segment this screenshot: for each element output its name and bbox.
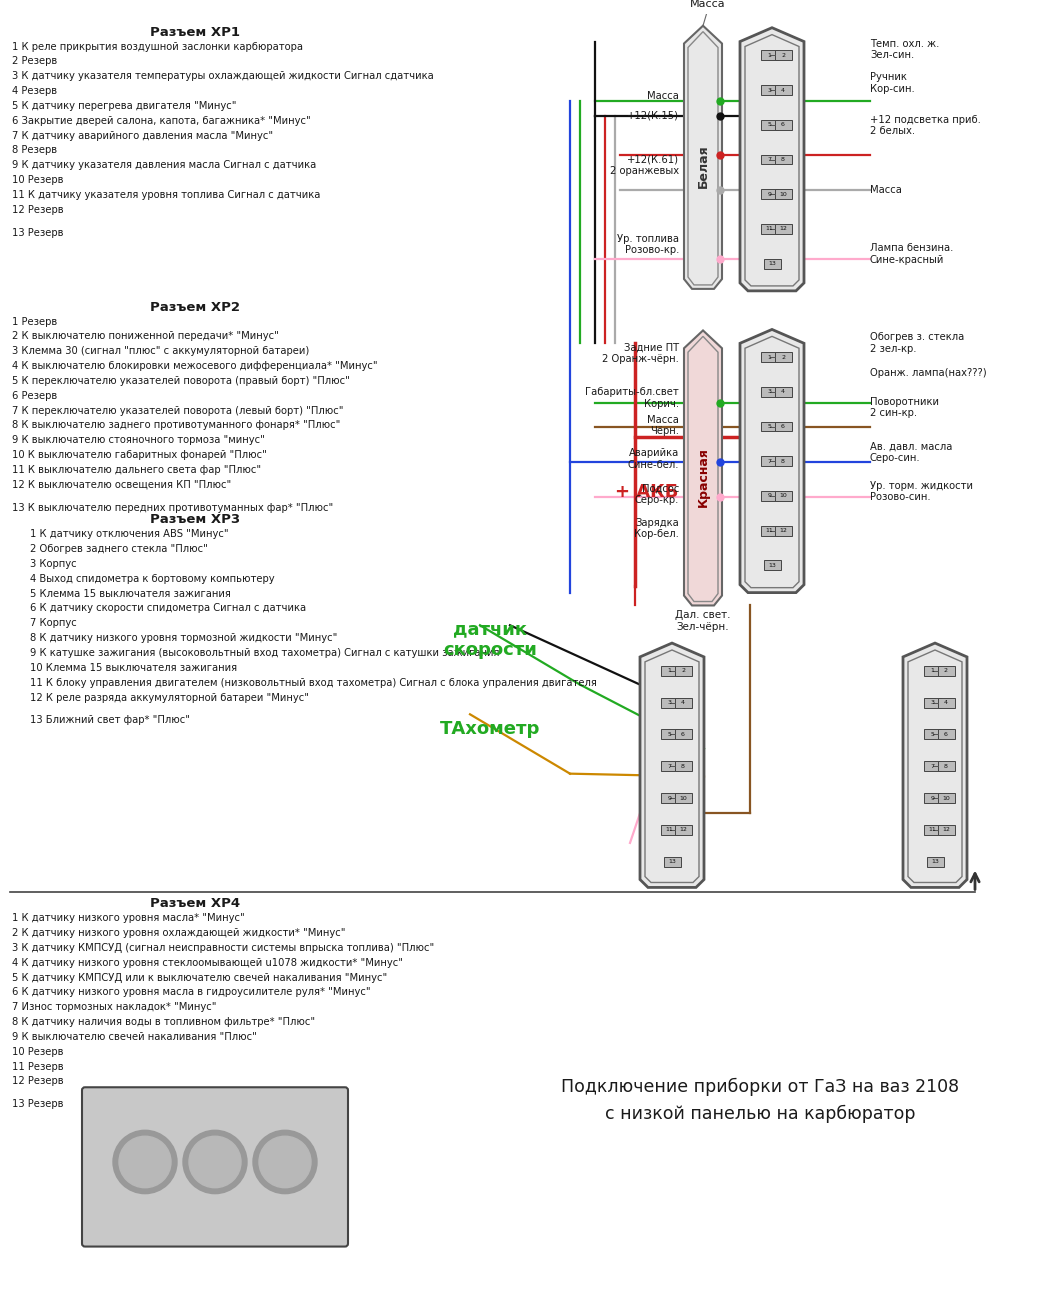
Text: 3: 3 <box>767 87 771 92</box>
Circle shape <box>113 1131 177 1194</box>
Text: 1 К датчику отключения ABS "Минус": 1 К датчику отключения ABS "Минус" <box>30 530 228 539</box>
Text: 6: 6 <box>944 732 948 737</box>
Bar <box>761 51 778 60</box>
Text: 9: 9 <box>767 192 771 197</box>
Text: 3: 3 <box>931 700 935 705</box>
Text: 4 К датчику низкого уровня стеклоомывающей u1078 жидкости* "Минус": 4 К датчику низкого уровня стеклоомывающ… <box>12 958 403 968</box>
Bar <box>761 225 778 234</box>
Text: 10: 10 <box>942 796 949 801</box>
Text: 11 К выключателю дальнего света фар "Плюс": 11 К выключателю дальнего света фар "Плю… <box>12 465 261 475</box>
Text: 8 Резерв: 8 Резерв <box>12 145 58 156</box>
Bar <box>761 190 778 199</box>
Text: 3 К датчику КМПСУД (сигнал неисправности системы впрыска топлива) "Плюс": 3 К датчику КМПСУД (сигнал неисправности… <box>12 942 434 953</box>
Text: Разъем ХР4: Разъем ХР4 <box>150 897 240 910</box>
Bar <box>774 422 791 431</box>
Text: 3 Клемма 30 (сигнал "плюс" с аккумуляторной батареи): 3 Клемма 30 (сигнал "плюс" с аккумулятор… <box>12 347 309 356</box>
Bar <box>926 857 943 867</box>
Text: 12: 12 <box>779 226 787 231</box>
Text: 1: 1 <box>767 354 771 360</box>
Text: Подсос
Серо-кр.: Подсос Серо-кр. <box>635 484 679 505</box>
Text: 1: 1 <box>668 668 672 674</box>
Text: Масса: Масса <box>691 0 726 9</box>
Text: 8: 8 <box>781 157 785 162</box>
Circle shape <box>183 1131 247 1194</box>
Text: +12(К.61)
2 оранжевых: +12(К.61) 2 оранжевых <box>610 154 679 177</box>
Text: 3 Корпус: 3 Корпус <box>30 559 77 569</box>
Bar <box>774 119 791 130</box>
Text: +12(К.15): +12(К.15) <box>627 110 679 121</box>
Text: 6: 6 <box>681 732 685 737</box>
Text: 7: 7 <box>668 763 672 768</box>
Bar <box>924 666 941 676</box>
Text: 11 К датчику указателя уровня топлива Сигнал с датчика: 11 К датчику указателя уровня топлива Си… <box>12 190 321 200</box>
Bar <box>774 51 791 60</box>
Text: Дал. свет.
Зел-чёрн.: Дал. свет. Зел-чёрн. <box>675 610 730 632</box>
Bar <box>774 491 791 501</box>
Bar <box>661 793 678 803</box>
Text: 1: 1 <box>931 668 935 674</box>
Polygon shape <box>684 331 722 605</box>
Bar <box>764 561 781 570</box>
Bar <box>675 761 692 771</box>
Text: 7 Корпус: 7 Корпус <box>30 618 77 628</box>
Text: 13: 13 <box>931 859 939 864</box>
Text: 5: 5 <box>767 122 771 127</box>
Text: датчик
скорости: датчик скорости <box>443 620 537 659</box>
Text: 4 К выключателю блокировки межосевого дифференциала* "Минус": 4 К выключателю блокировки межосевого ди… <box>12 361 377 371</box>
Text: 6 Закрытие дверей салона, капота, багажника* "Минус": 6 Закрытие дверей салона, капота, багажн… <box>12 116 311 126</box>
Text: Масса: Масса <box>870 184 902 195</box>
Bar <box>661 729 678 740</box>
Text: 2: 2 <box>781 354 785 360</box>
Polygon shape <box>903 643 967 888</box>
Text: 2 К датчику низкого уровня охлаждающей жидкости* "Минус": 2 К датчику низкого уровня охлаждающей ж… <box>12 928 346 938</box>
Text: 13 К выключателю передних противотуманных фар* "Плюс": 13 К выключателю передних противотуманны… <box>12 502 333 513</box>
Text: Разъем ХР1: Разъем ХР1 <box>150 26 240 39</box>
Text: 9 К выключателю стояночного тормоза "минус": 9 К выключателю стояночного тормоза "мин… <box>12 435 265 445</box>
Bar <box>774 526 791 536</box>
Bar <box>774 154 791 165</box>
Text: 8: 8 <box>781 458 785 463</box>
Bar <box>761 491 778 501</box>
Bar <box>761 352 778 362</box>
Bar <box>761 387 778 397</box>
Text: 7: 7 <box>767 458 771 463</box>
Text: 6: 6 <box>781 122 785 127</box>
Bar <box>924 761 941 771</box>
Text: 10 Резерв: 10 Резерв <box>12 175 64 186</box>
Bar <box>661 666 678 676</box>
Text: 11: 11 <box>665 827 674 832</box>
Text: 5: 5 <box>767 424 771 430</box>
Text: 12: 12 <box>942 827 949 832</box>
Text: 9: 9 <box>931 796 935 801</box>
Text: ТАхометр: ТАхометр <box>440 720 540 739</box>
Text: 4: 4 <box>681 700 685 705</box>
Polygon shape <box>684 26 722 289</box>
Text: Подключение приборки от ГаЗ на ваз 2108
с низкой панелью на карбюратор: Подключение приборки от ГаЗ на ваз 2108 … <box>561 1077 959 1123</box>
Bar <box>661 697 678 707</box>
Bar <box>938 824 955 835</box>
Polygon shape <box>640 643 704 888</box>
Text: 2 Обогрев заднего стекла "Плюс": 2 Обогрев заднего стекла "Плюс" <box>30 544 208 554</box>
Text: 1: 1 <box>767 53 771 58</box>
Bar <box>761 119 778 130</box>
Circle shape <box>253 1131 316 1194</box>
Text: +12 подсветка приб.
2 белых.: +12 подсветка приб. 2 белых. <box>870 114 981 136</box>
Text: 8 К выключателю заднего противотуманного фонаря* "Плюс": 8 К выключателю заднего противотуманного… <box>12 421 341 431</box>
Text: Габариты-бл.свет
Корич.: Габариты-бл.свет Корич. <box>585 387 679 409</box>
Bar <box>924 793 941 803</box>
Text: 4: 4 <box>781 87 785 92</box>
Text: 4 Выход спидометра к бортовому компьютеру: 4 Выход спидометра к бортовому компьютер… <box>30 574 275 584</box>
Text: Ур. торм. жидкости
Розово-син.: Ур. торм. жидкости Розово-син. <box>870 480 973 502</box>
Text: 7 К переключателю указателей поворота (левый борт) "Плюс": 7 К переключателю указателей поворота (л… <box>12 405 344 415</box>
Bar <box>661 824 678 835</box>
Bar <box>774 457 791 466</box>
Bar <box>774 86 791 95</box>
Text: 7 Износ тормозных накладок* "Минус": 7 Износ тормозных накладок* "Минус" <box>12 1002 217 1012</box>
Bar <box>938 793 955 803</box>
Text: Ав. давл. масла
Серо-син.: Ав. давл. масла Серо-син. <box>870 441 953 463</box>
Text: 13: 13 <box>768 563 776 567</box>
Text: 12 К реле разряда аккумуляторной батареи "Минус": 12 К реле разряда аккумуляторной батареи… <box>30 693 309 702</box>
Bar <box>764 258 781 269</box>
Bar <box>761 526 778 536</box>
Text: 11 К блоку управления двигателем (низковольтный вход тахометра) Сигнал с блока у: 11 К блоку управления двигателем (низков… <box>30 678 597 688</box>
